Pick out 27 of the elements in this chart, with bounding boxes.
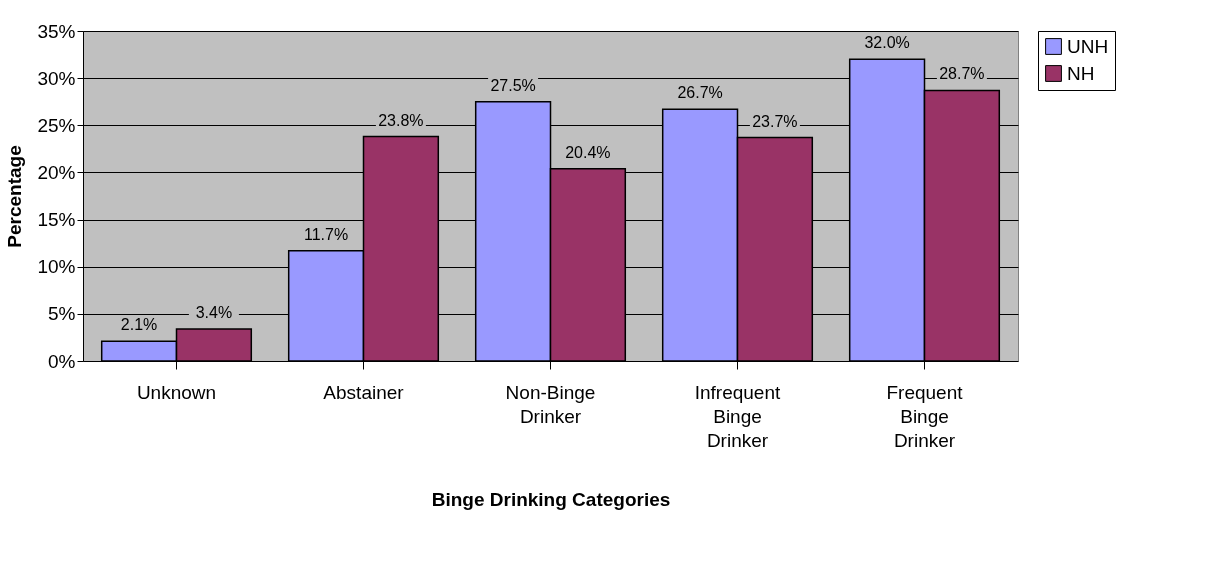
x-tick-label: Infrequent Binge Drinker bbox=[694, 381, 781, 451]
data-label: 20.4% bbox=[565, 143, 611, 161]
x-tick-label: Unknown bbox=[136, 381, 217, 403]
y-tick-label: 30% bbox=[37, 67, 76, 89]
data-label: 28.7% bbox=[939, 65, 985, 83]
y-axis-title: Percentage bbox=[4, 145, 26, 248]
y-tick-label: 10% bbox=[37, 256, 76, 278]
data-label: 27.5% bbox=[490, 76, 536, 94]
y-tick-label: 0% bbox=[48, 350, 76, 372]
data-label: 23.7% bbox=[752, 112, 798, 130]
data-label: 32.0% bbox=[864, 34, 910, 52]
data-label: 23.8% bbox=[378, 111, 424, 129]
y-tick-label: 15% bbox=[37, 209, 76, 231]
data-label: 3.4% bbox=[195, 303, 233, 321]
y-tick-label: 5% bbox=[48, 303, 76, 325]
y-tick-label: 35% bbox=[37, 20, 76, 42]
data-label: 2.1% bbox=[120, 316, 158, 334]
x-axis-title: Binge Drinking Categories bbox=[431, 488, 671, 510]
legend-label: UNH bbox=[1067, 35, 1109, 57]
legend-label: NH bbox=[1067, 62, 1095, 84]
x-tick-label: Non-Binge Drinker bbox=[505, 381, 596, 427]
data-label: 11.7% bbox=[304, 225, 349, 243]
data-label: 26.7% bbox=[677, 84, 723, 102]
y-tick-label: 20% bbox=[37, 161, 76, 183]
y-tick-label: 25% bbox=[37, 114, 76, 136]
x-tick-label: Abstainer bbox=[323, 381, 405, 403]
x-tick-label: Frequent Binge Drinker bbox=[886, 381, 964, 451]
